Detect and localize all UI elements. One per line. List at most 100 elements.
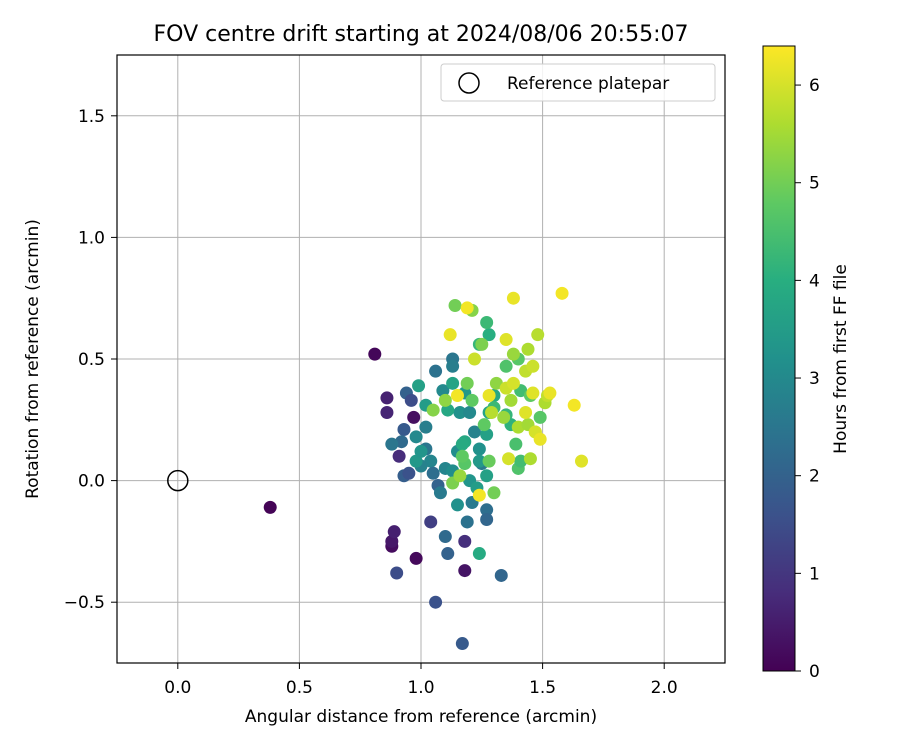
data-point [460,376,474,390]
data-point [412,379,426,393]
x-axis-ticks: 0.0 0.5 1.0 1.5 2.0 [164,663,678,698]
data-point [385,534,399,548]
colorbar-tick-label: 1 [809,564,820,584]
data-point [533,410,547,424]
data-point [533,432,547,446]
data-point [387,525,401,539]
data-point [575,454,589,468]
data-point [482,454,496,468]
data-point [455,637,469,651]
data-point [409,430,423,444]
data-point [426,466,440,480]
data-point [487,486,501,500]
data-point [482,388,496,402]
legend-box [440,63,716,102]
y-tick-label: 0.5 [78,350,105,370]
data-point [475,337,489,351]
data-point [426,403,440,417]
data-point [509,437,523,451]
data-point [419,420,433,434]
grid [117,55,725,663]
data-point [499,333,513,347]
colorbar: 0 1 2 3 4 5 6 Hours from first FF file [762,45,851,682]
x-tick-label: 1.5 [529,678,556,698]
data-point [424,454,438,468]
data-point [395,435,409,449]
data-point [443,328,457,342]
data-point [555,286,569,300]
data-point [460,301,474,315]
x-tick-label: 1.0 [407,678,434,698]
colorbar-gradient [762,45,796,672]
data-point [502,452,516,466]
data-point [489,376,503,390]
data-point [514,454,528,468]
data-point [402,466,416,480]
colorbar-tick-label: 5 [809,174,820,194]
colorbar-label: Hours from first FF file [831,264,851,454]
data-point [521,342,535,356]
data-point [506,291,520,305]
colorbar-tick-label: 3 [809,369,820,389]
legend-marker [458,72,480,94]
data-point [567,398,581,412]
x-axis-label: Angular distance from reference (arcmin) [245,707,597,727]
data-point [472,488,486,502]
data-point [499,359,513,373]
data-point [409,454,423,468]
data-point [380,406,394,420]
data-point [433,486,447,500]
colorbar-tick-label: 6 [809,76,820,96]
data-point [526,359,540,373]
data-point [543,386,557,400]
data-point [446,359,460,373]
data-point [453,406,467,420]
data-point [506,347,520,361]
x-tick-label: 0.0 [164,678,191,698]
y-tick-label: 1.5 [78,107,105,127]
data-point [368,347,382,361]
data-point [523,452,537,466]
data-point [497,410,511,424]
data-point [519,406,533,420]
data-point [429,364,443,378]
legend: Reference platepar [440,63,716,102]
y-tick-label: 1.0 [78,228,105,248]
data-point [458,534,472,548]
data-point [450,388,464,402]
data-point [477,418,491,432]
x-tick-label: 0.5 [286,678,313,698]
data-point [458,564,472,578]
data-point [436,384,450,398]
data-point [397,423,411,437]
y-axis-ticks: −0.5 0.0 0.5 1.0 1.5 [64,107,117,613]
data-point [407,410,421,424]
data-point [480,503,494,517]
reference-platepar-marker [167,469,189,492]
data-point [472,442,486,456]
colorbar-tick-label: 0 [809,662,820,682]
data-point [441,547,455,561]
data-point [480,316,494,330]
data-point [446,376,460,390]
data-point [414,444,428,458]
data-point [424,515,438,529]
data-point [385,437,399,451]
chart-title: FOV centre drift starting at 2024/08/06 … [154,22,689,47]
data-point [472,454,486,468]
colorbar-ticks: 0 1 2 3 4 5 6 [795,76,820,682]
data-point [438,393,452,407]
data-point [482,328,496,342]
data-point [468,352,482,366]
x-tick-label: 2.0 [651,678,678,698]
data-point [526,386,540,400]
data-point [472,547,486,561]
data-point [380,391,394,405]
data-point [531,328,545,342]
data-point [480,427,494,441]
data-point [453,469,467,483]
data-point [506,376,520,390]
data-point [480,469,494,483]
colorbar-tick-label: 4 [809,271,820,291]
